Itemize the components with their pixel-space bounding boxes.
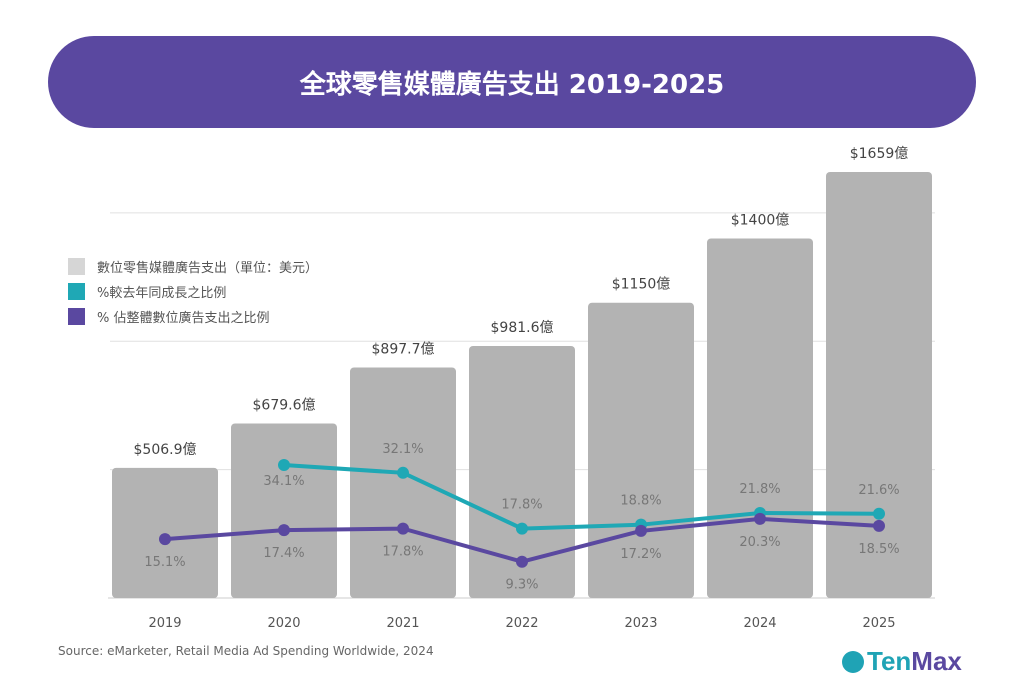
bar (707, 238, 813, 598)
line-point (397, 466, 409, 479)
bar (469, 345, 575, 598)
x-tick-label: 2021 (386, 616, 419, 631)
bar (826, 172, 932, 598)
point-label: 15.1% (144, 555, 185, 570)
legend-label: %較去年同成長之比例 (97, 286, 226, 301)
source-note: Source: eMarketer, Retail Media Ad Spend… (58, 644, 434, 658)
tenmax-logo: Ten Max (842, 646, 962, 677)
bar (231, 423, 337, 598)
line-point (873, 507, 885, 520)
legend-swatch (68, 258, 85, 275)
line-point (159, 533, 171, 546)
point-label: 21.6% (858, 483, 899, 498)
point-label: 17.8% (501, 498, 542, 513)
point-label: 21.8% (739, 482, 780, 497)
point-label: 9.3% (505, 578, 538, 593)
line-point (754, 512, 766, 525)
point-label: 18.5% (858, 542, 899, 557)
x-tick-label: 2022 (505, 616, 538, 631)
legend-swatch (68, 308, 85, 325)
point-label: 17.4% (263, 546, 304, 561)
line-point (516, 522, 528, 535)
line-point (516, 555, 528, 568)
bar-value-label: $897.7億 (372, 341, 435, 357)
line-1 (283, 463, 880, 531)
bar-value-label: $1659億 (850, 146, 909, 162)
x-tick-label: 2023 (624, 616, 657, 631)
point-label: 17.2% (620, 547, 661, 562)
legend-label: 數位零售媒體廣告支出（單位：美元） (97, 260, 318, 276)
point-label: 20.3% (739, 535, 780, 550)
logo-icon (842, 650, 864, 673)
bar-value-label: $981.6億 (491, 320, 554, 336)
chart-title: 全球零售媒體廣告支出 2019-2025 (299, 69, 725, 100)
line-point (873, 519, 885, 532)
bar-value-label: $1400億 (731, 213, 790, 229)
bar (112, 467, 218, 598)
point-label: 34.1% (263, 474, 304, 489)
line-point (278, 524, 290, 537)
point-label: 32.1% (382, 442, 423, 457)
x-tick-label: 2025 (862, 616, 895, 631)
legend-label: % 佔整體數位廣告支出之比例 (97, 311, 270, 326)
bar-value-label: $506.9億 (134, 442, 197, 458)
point-label: 17.8% (382, 545, 423, 560)
chart-title-banner: 全球零售媒體廣告支出 2019-2025 (48, 36, 976, 128)
x-tick-label: 2019 (148, 616, 181, 631)
line-point (397, 522, 409, 535)
legend-swatch (68, 283, 85, 300)
line-point (278, 459, 290, 472)
bar (350, 367, 456, 598)
x-tick-label: 2020 (267, 616, 300, 631)
line-point (635, 524, 647, 537)
bar-value-label: $1150億 (612, 277, 671, 293)
point-label: 18.8% (620, 494, 661, 509)
bar-value-label: $679.6億 (253, 397, 316, 413)
x-tick-label: 2024 (743, 616, 776, 631)
